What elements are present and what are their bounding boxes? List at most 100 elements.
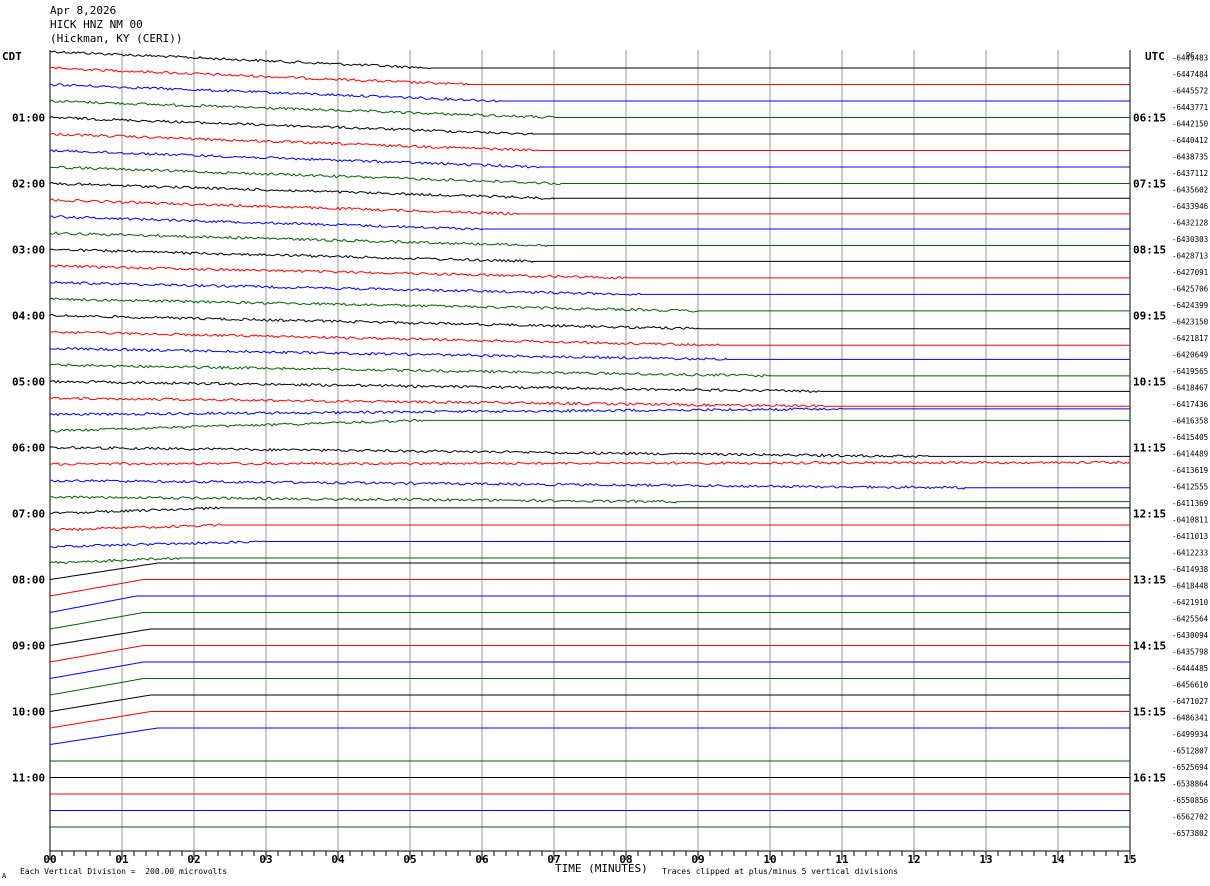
dc-offset-value: -6428713 [1172, 252, 1208, 261]
dc-offset-value: -6442150 [1172, 120, 1209, 129]
trace-17 [50, 330, 1130, 347]
trace-22 [49, 407, 1130, 417]
dc-offset-value: -6414938 [1172, 565, 1209, 574]
trace-31 [49, 556, 1130, 565]
cdt-time-label: 08:00 [12, 574, 45, 587]
trace-28 [49, 506, 1130, 515]
trace-26 [49, 478, 1130, 490]
x-tick-label: 13 [979, 853, 992, 866]
trace-24 [49, 445, 1130, 459]
dc-offset-value: -6538864 [1172, 780, 1209, 789]
cdt-time-label: 11:00 [12, 772, 45, 785]
dc-offset-value: -6415405 [1172, 433, 1208, 442]
utc-time-label: 07:15 [1133, 178, 1166, 191]
x-tick-label: 01 [115, 853, 129, 866]
dc-offset-value: -6525694 [1172, 763, 1209, 772]
x-tick-label: 04 [331, 853, 345, 866]
x-tick-label: 06 [475, 853, 489, 866]
utc-time-label: 15:15 [1133, 706, 1166, 719]
dc-offset-value: -6440412 [1172, 136, 1208, 145]
x-tick-label: 09 [691, 853, 704, 866]
trace-25 [49, 459, 1131, 466]
trace-23 [49, 418, 1130, 433]
trace-33 [49, 579, 1130, 597]
utc-time-label: 14:15 [1133, 640, 1166, 653]
dc-offset-value: -6512807 [1172, 747, 1208, 756]
trace-21 [49, 396, 1130, 409]
cdt-time-label: 05:00 [12, 376, 45, 389]
trace-16 [49, 313, 1130, 331]
dc-offset-value: -6573802 [1172, 829, 1208, 838]
trace-42 [49, 727, 1130, 745]
cdt-time-label: 01:00 [12, 112, 45, 125]
dc-offset-value: -6412555 [1172, 483, 1208, 492]
x-tick-label: 11 [835, 853, 849, 866]
x-axis-title: TIME (MINUTES) [555, 862, 648, 875]
dc-offset-value: -6430303 [1172, 235, 1208, 244]
dc-offset-value: -6443771 [1172, 103, 1208, 112]
dc-offset-value: -6456610 [1172, 681, 1209, 690]
trace-38 [49, 661, 1130, 679]
x-tick-label: 02 [187, 853, 200, 866]
cdt-time-label: 06:00 [12, 442, 45, 455]
trace-30 [49, 540, 1130, 549]
dc-offset-value: -6413619 [1172, 466, 1208, 475]
dc-offset-value: -6417436 [1172, 400, 1209, 409]
dc-offset-value: -6427091 [1172, 268, 1208, 277]
dc-offset-value: -6433946 [1172, 202, 1209, 211]
trace-6 [49, 149, 1130, 169]
trace-11 [49, 231, 1130, 248]
dc-offset-value: -6550856 [1172, 796, 1209, 805]
utc-time-label: 11:15 [1133, 442, 1166, 455]
x-tick-label: 00 [43, 853, 56, 866]
trace-18 [49, 347, 1130, 361]
trace-29 [49, 523, 1130, 532]
dc-offset-value: -6430094 [1172, 631, 1209, 640]
x-tick-label: 12 [907, 853, 920, 866]
dc-offset-value: -6437112 [1172, 169, 1208, 178]
cdt-time-label: 07:00 [12, 508, 45, 521]
x-tick-label: 14 [1051, 853, 1065, 866]
right-axis-label: UTC [1145, 50, 1165, 63]
utc-time-label: 16:15 [1133, 772, 1166, 785]
trace-5 [49, 132, 1130, 152]
utc-time-label: 12:15 [1133, 508, 1166, 521]
trace-36 [49, 628, 1130, 646]
scale-note: Each Vertical Division = 200.00 microvol… [20, 867, 228, 876]
header-date: Apr 8,2026 [50, 4, 117, 17]
clip-note: Traces clipped at plus/minus 5 vertical … [662, 867, 899, 876]
cdt-time-label: 10:00 [12, 706, 45, 719]
dc-offset-value: -6432128 [1172, 219, 1209, 228]
cdt-time-label: 09:00 [12, 640, 45, 653]
x-tick-label: 15 [1123, 853, 1136, 866]
dc-offset-value: -6438735 [1172, 153, 1208, 162]
dc-offset-value: -6420649 [1172, 351, 1208, 360]
dc-offset-value: -6562702 [1172, 813, 1208, 822]
left-axis-label: CDT [2, 50, 22, 63]
x-tick-label: 07 [547, 853, 560, 866]
dc-label: DC [1186, 51, 1194, 59]
dc-offset-value: -6421910 [1172, 598, 1209, 607]
utc-time-label: 09:15 [1133, 310, 1166, 323]
trace-1 [49, 66, 1130, 87]
dc-offset-value: -6444485 [1172, 664, 1208, 673]
utc-time-label: 06:15 [1133, 112, 1166, 125]
trace-27 [49, 495, 1130, 504]
corner-mark: A [2, 872, 7, 880]
trace-14 [49, 280, 1130, 296]
trace-10 [49, 215, 1130, 231]
dc-offset-value: -6499934 [1172, 730, 1209, 739]
dc-offset-value: -6411013 [1172, 532, 1208, 541]
trace-0 [49, 50, 1130, 69]
utc-time-label: 10:15 [1133, 376, 1166, 389]
header-station: HICK HNZ NM 00 [50, 18, 143, 31]
trace-32 [49, 562, 1130, 580]
dc-offset-value: -6435798 [1172, 648, 1209, 657]
trace-3 [49, 99, 1130, 119]
dc-offset-value: -6423150 [1172, 318, 1209, 327]
trace-41 [49, 711, 1130, 729]
cdt-time-label: 04:00 [12, 310, 45, 323]
dc-offset-value: -6418467 [1172, 384, 1208, 393]
dc-offset-value: -6412233 [1172, 549, 1208, 558]
